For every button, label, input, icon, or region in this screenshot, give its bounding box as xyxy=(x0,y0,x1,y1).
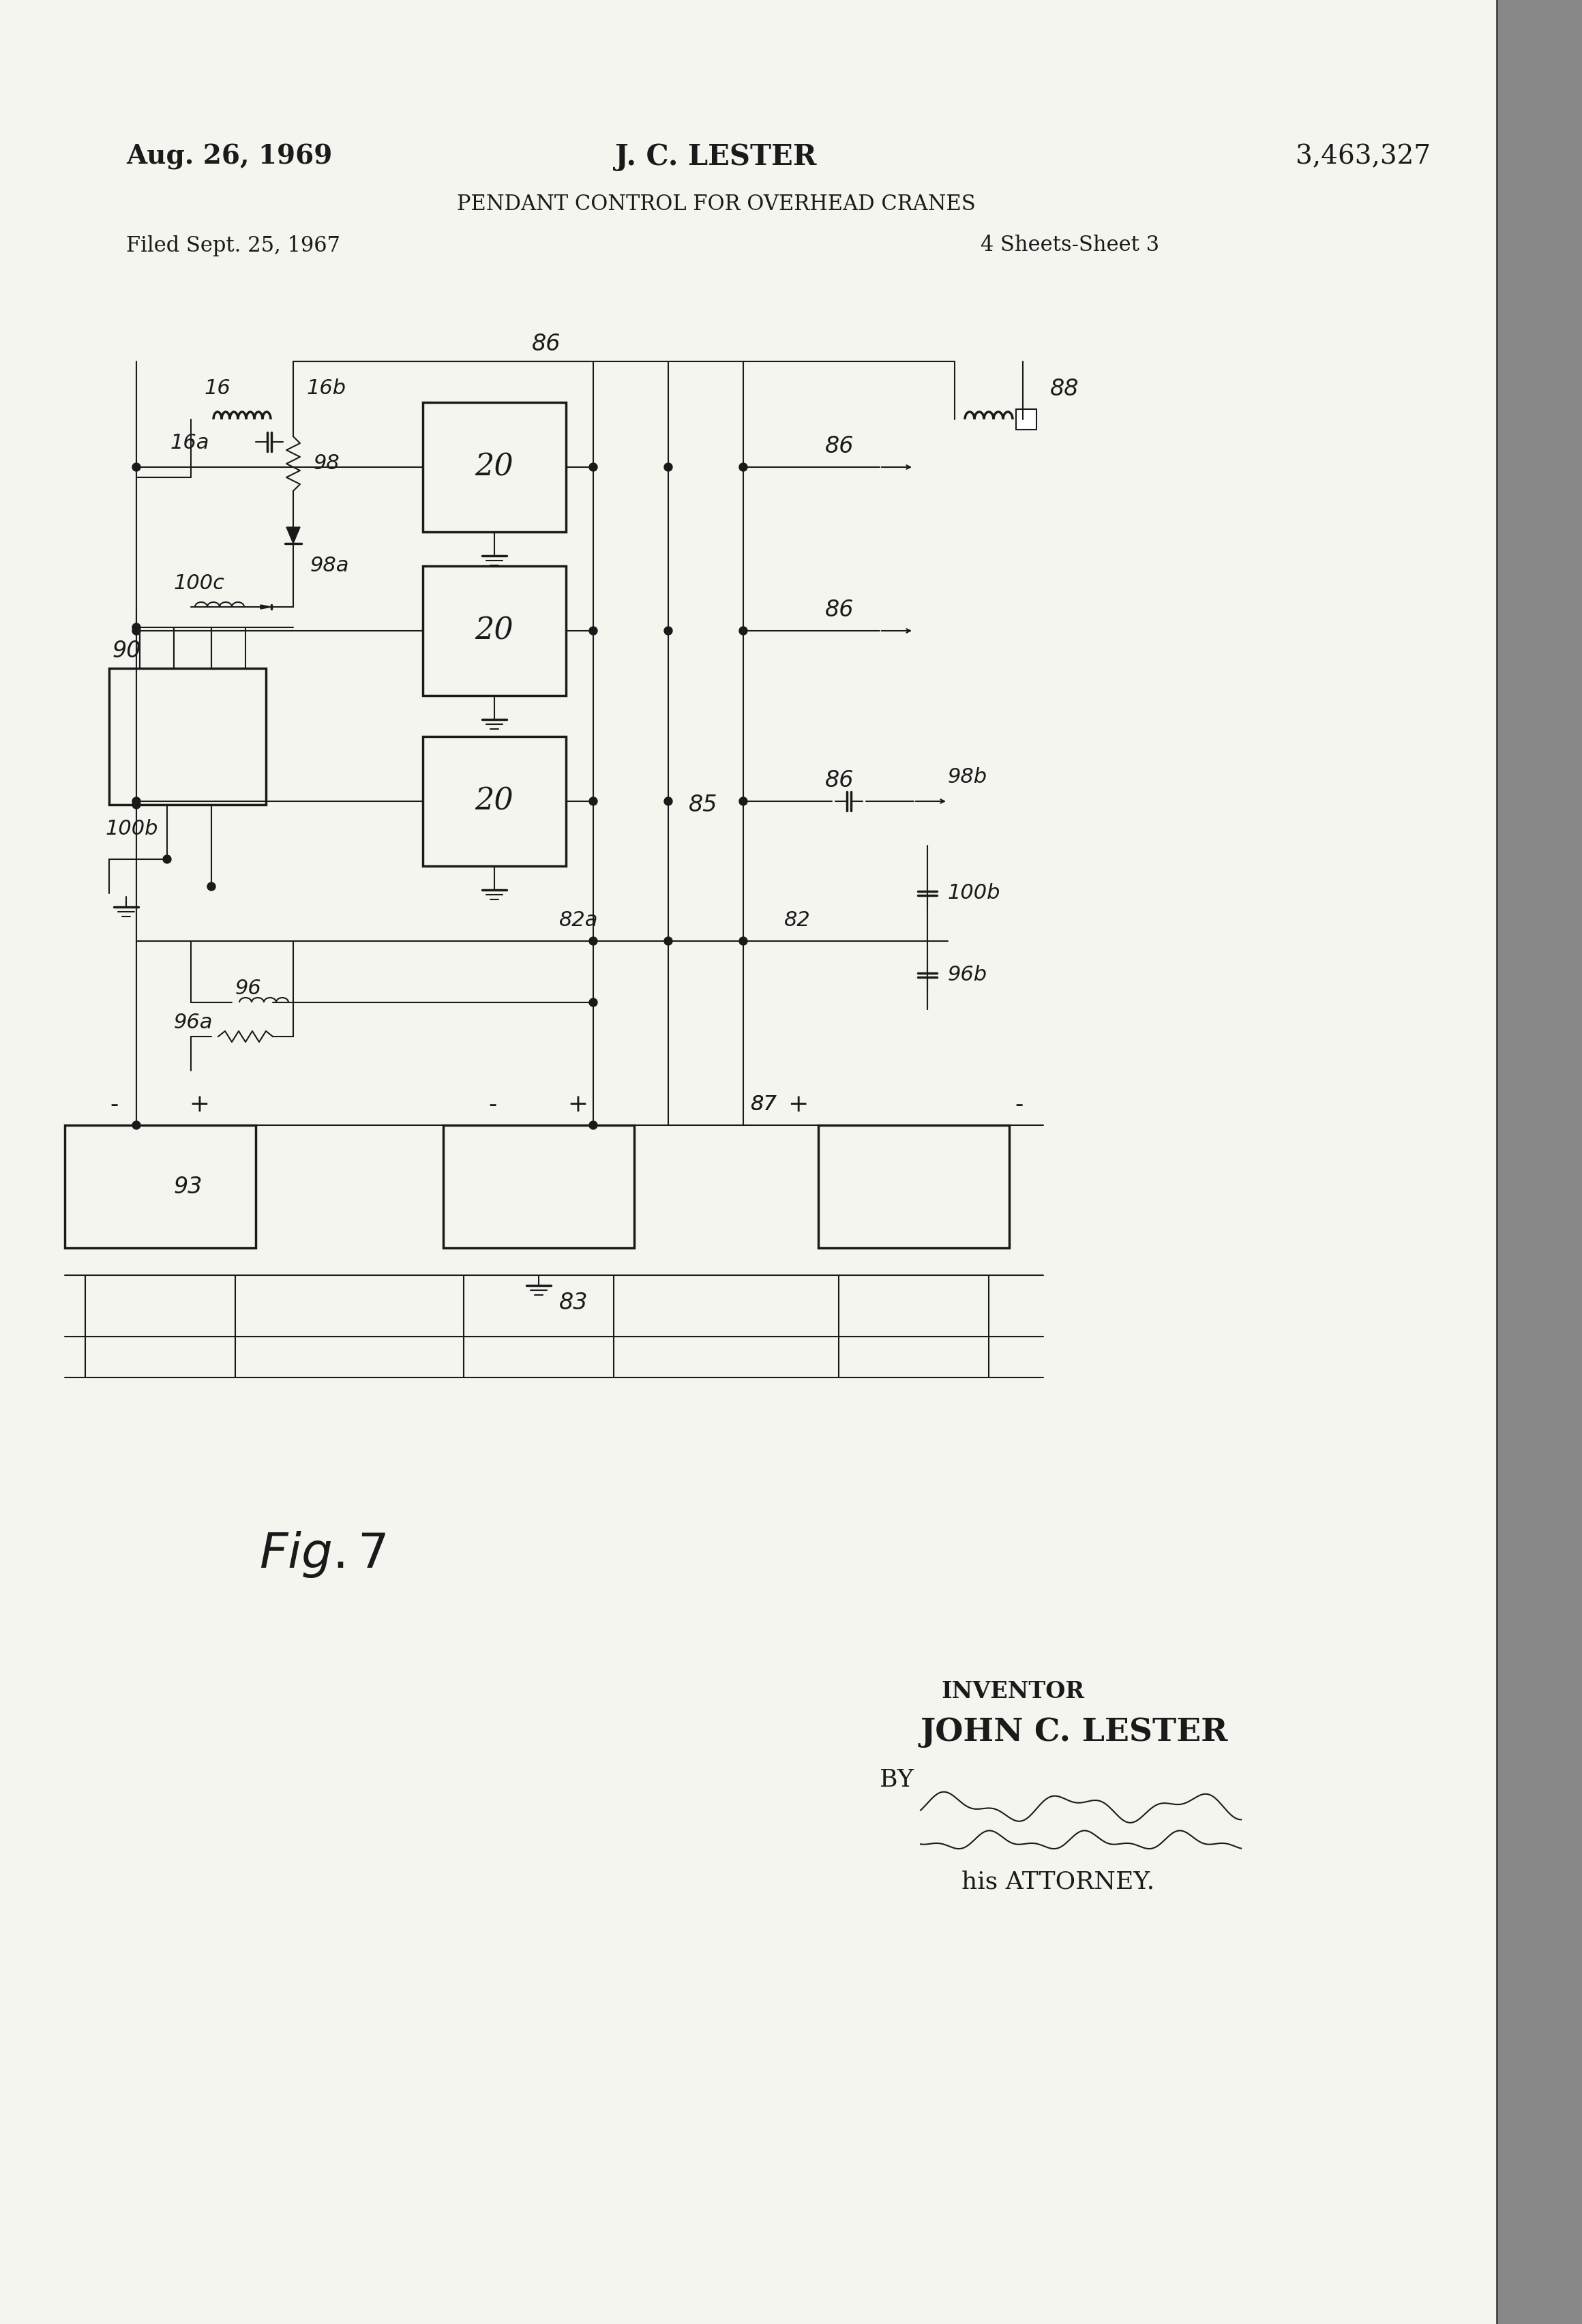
Bar xyxy=(1497,0,1582,2324)
Text: 98: 98 xyxy=(313,453,340,474)
Bar xyxy=(422,402,566,532)
Text: 82a: 82a xyxy=(558,911,598,930)
Text: 100b: 100b xyxy=(948,883,1001,904)
Text: 86: 86 xyxy=(826,600,854,621)
Polygon shape xyxy=(261,604,272,609)
Text: -: - xyxy=(1016,1092,1024,1116)
Bar xyxy=(65,1125,256,1248)
Text: 87: 87 xyxy=(751,1095,777,1116)
Text: Aug. 26, 1969: Aug. 26, 1969 xyxy=(127,144,332,170)
Bar xyxy=(422,567,566,695)
Circle shape xyxy=(664,937,672,946)
Text: -         +: - + xyxy=(111,1092,210,1116)
Circle shape xyxy=(739,462,747,472)
Text: JOHN C. LESTER: JOHN C. LESTER xyxy=(921,1717,1228,1748)
Circle shape xyxy=(739,937,747,946)
Text: 96b: 96b xyxy=(948,964,987,985)
Bar xyxy=(422,737,566,867)
Bar xyxy=(818,1125,1009,1248)
Text: INVENTOR: INVENTOR xyxy=(941,1680,1084,1703)
Circle shape xyxy=(133,799,141,809)
Circle shape xyxy=(664,462,672,472)
Text: 16: 16 xyxy=(204,379,231,400)
Text: PENDANT CONTROL FOR OVERHEAD CRANES: PENDANT CONTROL FOR OVERHEAD CRANES xyxy=(457,193,976,216)
Text: 100c: 100c xyxy=(174,574,225,593)
Circle shape xyxy=(739,627,747,634)
Text: 93: 93 xyxy=(174,1176,202,1197)
Bar xyxy=(109,669,266,804)
Bar xyxy=(443,1125,634,1248)
Text: 86: 86 xyxy=(826,769,854,792)
Circle shape xyxy=(133,797,141,806)
Circle shape xyxy=(664,797,672,806)
Circle shape xyxy=(589,999,598,1006)
Text: 96a: 96a xyxy=(174,1013,214,1032)
Polygon shape xyxy=(286,528,301,544)
Text: 96: 96 xyxy=(236,978,261,999)
Circle shape xyxy=(133,1120,141,1129)
Bar xyxy=(1016,409,1036,430)
Circle shape xyxy=(589,937,598,946)
Text: 86: 86 xyxy=(532,332,562,356)
Circle shape xyxy=(163,855,171,862)
Text: 85: 85 xyxy=(688,792,718,816)
Text: 88: 88 xyxy=(1050,376,1079,400)
Circle shape xyxy=(589,1120,598,1129)
Circle shape xyxy=(133,462,141,472)
Text: 82: 82 xyxy=(785,911,810,930)
Text: J. C. LESTER: J. C. LESTER xyxy=(615,142,816,172)
Circle shape xyxy=(589,797,598,806)
Text: 20: 20 xyxy=(475,786,514,816)
Text: 90: 90 xyxy=(112,639,141,662)
Text: 87: 87 xyxy=(751,1095,777,1116)
Text: 100b: 100b xyxy=(106,818,158,839)
Circle shape xyxy=(589,462,598,472)
Text: 16b: 16b xyxy=(307,379,346,400)
Text: his ATTORNEY.: his ATTORNEY. xyxy=(962,1871,1155,1894)
Text: 83: 83 xyxy=(558,1292,589,1313)
Circle shape xyxy=(739,797,747,806)
Text: 20: 20 xyxy=(475,453,514,481)
Circle shape xyxy=(589,627,598,634)
Text: 86: 86 xyxy=(826,435,854,458)
Text: 3,463,327: 3,463,327 xyxy=(1296,144,1430,170)
Circle shape xyxy=(133,627,141,634)
Text: +: + xyxy=(788,1092,808,1116)
Circle shape xyxy=(207,883,215,890)
Text: 4 Sheets-Sheet 3: 4 Sheets-Sheet 3 xyxy=(981,235,1160,256)
Text: $\mathit{Fig. 7}$: $\mathit{Fig. 7}$ xyxy=(259,1529,386,1580)
Text: 98a: 98a xyxy=(310,555,350,576)
Text: Filed Sept. 25, 1967: Filed Sept. 25, 1967 xyxy=(127,235,340,256)
Circle shape xyxy=(133,623,141,632)
Text: -         +: - + xyxy=(489,1092,589,1116)
Text: 98b: 98b xyxy=(948,767,987,788)
Text: 16a: 16a xyxy=(171,432,210,453)
Text: BY: BY xyxy=(880,1769,914,1792)
Text: 20: 20 xyxy=(475,616,514,646)
Circle shape xyxy=(664,627,672,634)
